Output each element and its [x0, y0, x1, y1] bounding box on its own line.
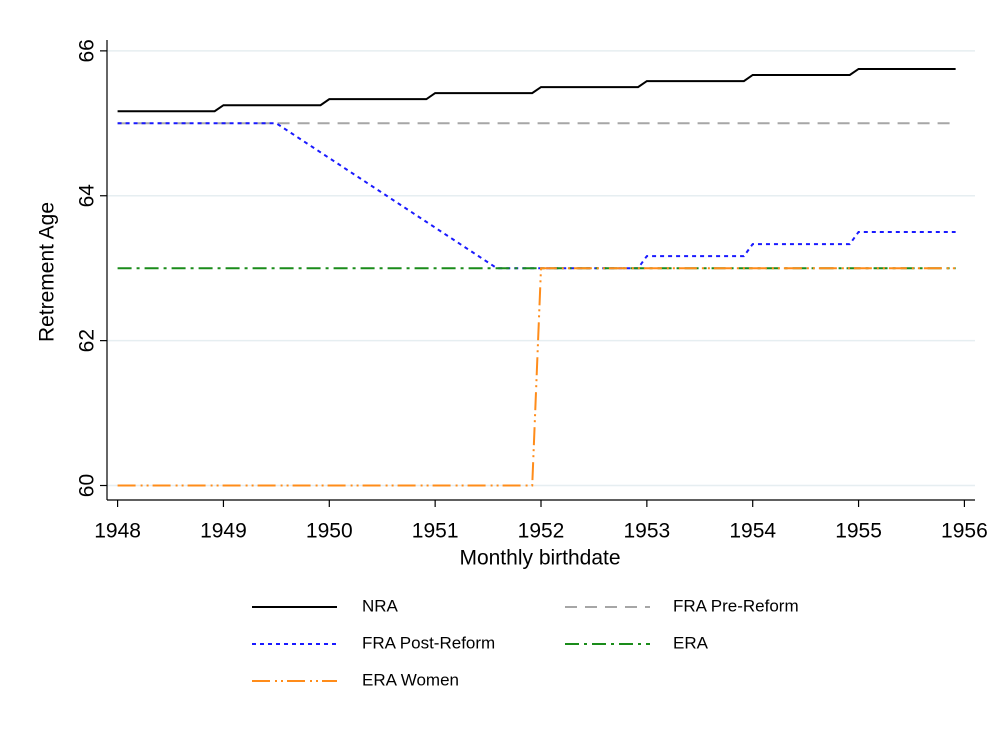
x-tick-label: 1948 — [94, 520, 141, 543]
x-tick-label: 1954 — [729, 520, 776, 543]
x-tick-label: 1955 — [835, 520, 882, 543]
x-tick-label: 1952 — [518, 520, 565, 543]
legend-label: FRA Pre-Reform — [673, 596, 799, 615]
legend-label: FRA Post-Reform — [362, 633, 495, 652]
x-tick-label: 1953 — [623, 520, 670, 543]
line-series — [117, 67, 956, 113]
legend-label: ERA Women — [362, 670, 459, 689]
legend-label: NRA — [362, 596, 399, 615]
legend-label: ERA — [673, 633, 709, 652]
line-series — [117, 122, 956, 270]
y-axis-label: Retrement Age — [36, 202, 59, 342]
y-tick-label: 60 — [76, 474, 99, 497]
x-axis-label: Monthly birthdate — [459, 547, 620, 570]
x-tick-label: 1951 — [412, 520, 459, 543]
x-tick-label: 1949 — [200, 520, 247, 543]
x-tick-label: 1956 — [941, 520, 988, 543]
x-tick-label: 1950 — [306, 520, 353, 543]
line-series — [117, 267, 956, 487]
y-tick-label: 64 — [76, 184, 99, 208]
y-tick-label: 66 — [76, 39, 99, 62]
y-tick-label: 62 — [76, 329, 99, 352]
